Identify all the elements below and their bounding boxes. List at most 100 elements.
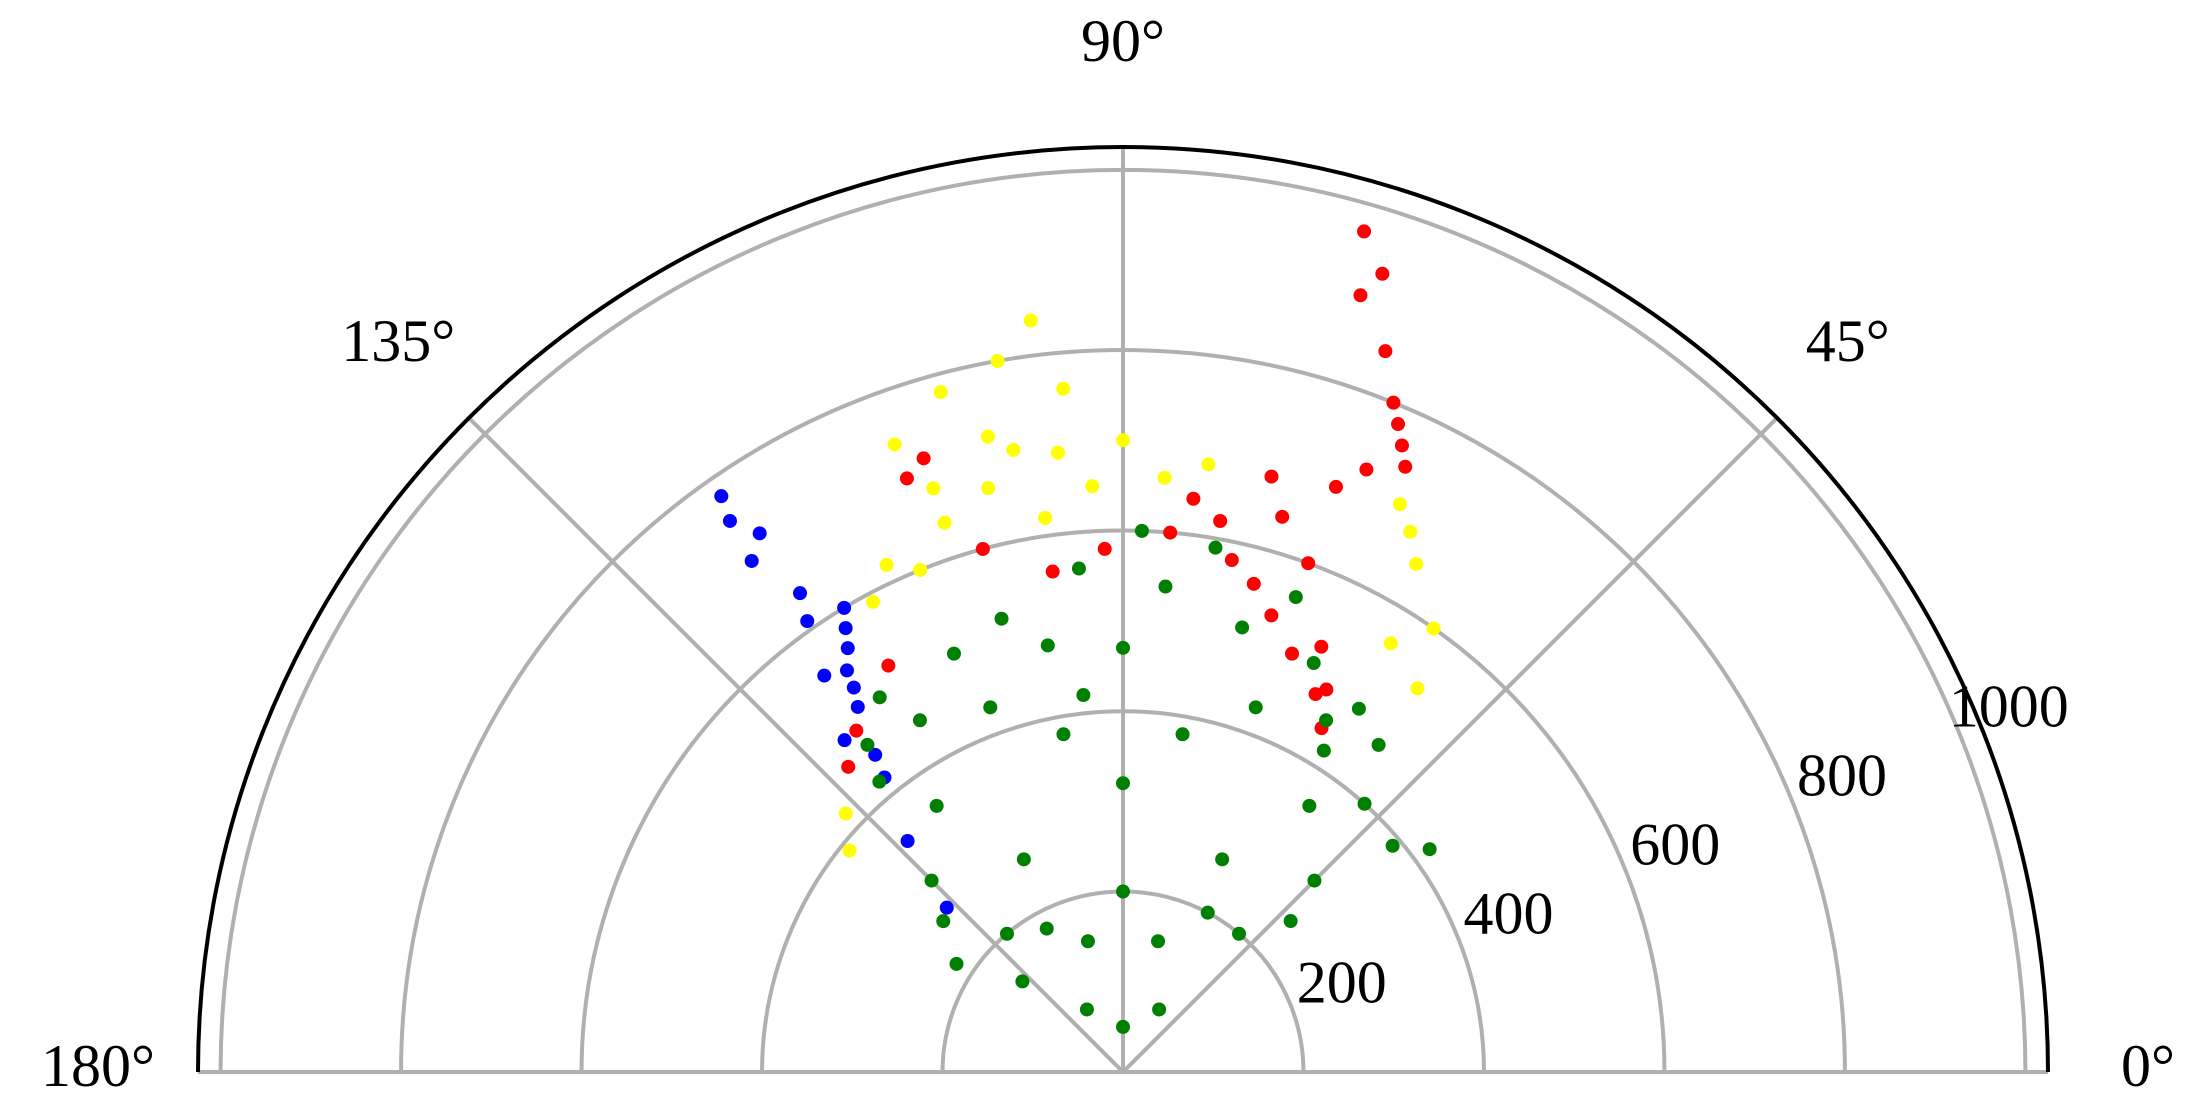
point [1038, 510, 1053, 525]
point [1378, 344, 1393, 359]
point [1201, 457, 1216, 472]
point [1391, 417, 1406, 432]
point [1302, 798, 1317, 813]
point [1056, 727, 1071, 742]
point [949, 956, 964, 971]
point [1386, 395, 1401, 410]
point [1319, 682, 1334, 697]
point [1409, 557, 1424, 572]
point [744, 553, 759, 568]
point [1353, 288, 1368, 303]
point [714, 489, 729, 504]
grid-spoke [1121, 416, 1779, 1074]
point [849, 723, 864, 738]
point [1351, 701, 1366, 716]
point [1023, 313, 1038, 328]
point [1357, 224, 1372, 239]
theta-tick-label: 135° [341, 308, 455, 374]
point [939, 900, 954, 915]
point [1006, 442, 1021, 457]
point [1208, 540, 1223, 555]
point [1200, 905, 1215, 920]
point [1403, 524, 1418, 539]
point [1398, 459, 1413, 474]
point [1015, 974, 1030, 989]
point [1224, 553, 1239, 568]
point [1056, 381, 1071, 396]
r-tick-label: 1000 [1949, 673, 2069, 739]
point [879, 557, 894, 572]
point [1157, 470, 1172, 485]
point [990, 354, 1005, 369]
point [1410, 681, 1425, 696]
point [980, 429, 995, 444]
point [817, 668, 832, 683]
point [1079, 1002, 1094, 1017]
point [887, 437, 902, 452]
point [1264, 469, 1279, 484]
point [1050, 445, 1065, 460]
point [1158, 579, 1173, 594]
point [1248, 700, 1263, 715]
point [926, 481, 941, 496]
point [793, 586, 808, 601]
point [1301, 556, 1316, 571]
r-tick-label: 800 [1797, 742, 1887, 808]
point [929, 798, 944, 813]
point [983, 700, 998, 715]
point [912, 713, 927, 728]
point [1306, 656, 1321, 671]
point [1422, 842, 1437, 857]
point [846, 680, 861, 695]
point [1371, 737, 1386, 752]
point [975, 541, 990, 556]
point [936, 914, 951, 929]
point [1215, 852, 1230, 867]
r-tick-label: 400 [1463, 881, 1553, 947]
point [1392, 497, 1407, 512]
r-tick-label: 600 [1630, 812, 1720, 878]
point [1314, 639, 1329, 654]
point [838, 621, 853, 636]
point [916, 451, 931, 466]
point [1163, 525, 1178, 540]
point [838, 806, 853, 821]
point [1213, 513, 1228, 528]
point [1116, 884, 1130, 899]
point [842, 843, 857, 858]
point [1383, 636, 1398, 651]
theta-tick-label: 180° [41, 1033, 155, 1099]
point [933, 385, 948, 400]
point [1071, 561, 1086, 576]
point [1264, 608, 1279, 623]
point [872, 774, 887, 789]
point [1186, 491, 1201, 506]
point [1375, 266, 1390, 281]
point [1016, 852, 1031, 867]
point [1316, 743, 1331, 758]
point [752, 526, 767, 541]
grid-spoke [467, 416, 1125, 1074]
point [924, 873, 939, 888]
point [841, 759, 856, 774]
point [1385, 838, 1400, 853]
point [913, 562, 928, 577]
point [1285, 646, 1300, 661]
point [1359, 462, 1374, 477]
point [1328, 479, 1343, 494]
point [1307, 873, 1322, 888]
point [1288, 590, 1303, 605]
point [860, 737, 875, 752]
theta-tick-label: 90° [1081, 8, 1165, 74]
point [1116, 433, 1130, 448]
point [900, 833, 915, 848]
point [881, 658, 896, 673]
point [1085, 479, 1100, 494]
point [946, 646, 961, 661]
point [1246, 576, 1261, 591]
point [1039, 921, 1054, 936]
theta-tick-label: 0° [2121, 1033, 2175, 1099]
point [1045, 564, 1060, 579]
point [994, 611, 1009, 626]
